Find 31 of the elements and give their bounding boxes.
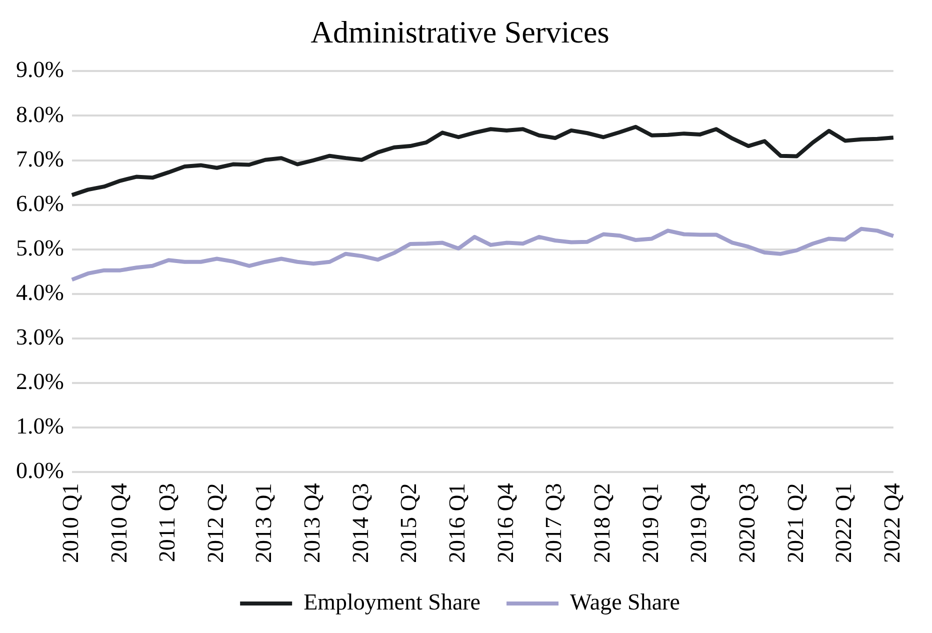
x-tick-label: 2017 Q3 [541,483,566,564]
y-tick-label: 1.0% [16,414,64,439]
y-tick-label: 9.0% [16,57,64,82]
x-tick-label: 2018 Q2 [590,483,615,564]
y-tick-label: 0.0% [16,458,64,484]
y-tick-label: 8.0% [16,102,64,127]
x-tick-label: 2012 Q2 [202,483,228,564]
x-tick-label: 2013 Q4 [300,482,325,564]
y-tick-label: 4.0% [16,280,64,305]
x-tick-label: 2015 Q2 [396,483,422,564]
x-tick-label: 2013 Q1 [251,483,276,564]
y-tick-label: 5.0% [16,235,64,260]
x-tick-label: 2022 Q4 [879,482,904,564]
y-tick-label: 2.0% [16,369,64,394]
legend-label: Employment Share [304,590,481,615]
x-tick-label: 2014 Q3 [348,483,373,564]
x-tick-label: 2010 Q1 [58,483,83,564]
y-tick-label: 7.0% [16,146,64,172]
x-tick-label: 2011 Q3 [154,483,180,562]
x-tick-label: 2016 Q1 [444,483,470,564]
x-tick-label: 2022 Q1 [831,483,856,564]
x-tick-label: 2010 Q4 [106,482,132,564]
x-tick-label: 2019 Q1 [638,483,663,564]
x-tick-label: 2016 Q4 [492,482,518,564]
legend-label: Wage Share [570,590,680,615]
x-tick-label: 2021 Q2 [782,483,808,564]
x-tick-label: 2020 Q3 [734,483,760,564]
y-tick-label: 3.0% [16,324,64,350]
chart-title: Administrative Services [310,14,610,50]
x-tick-label: 2019 Q4 [686,482,712,564]
y-tick-label: 6.0% [16,190,64,216]
